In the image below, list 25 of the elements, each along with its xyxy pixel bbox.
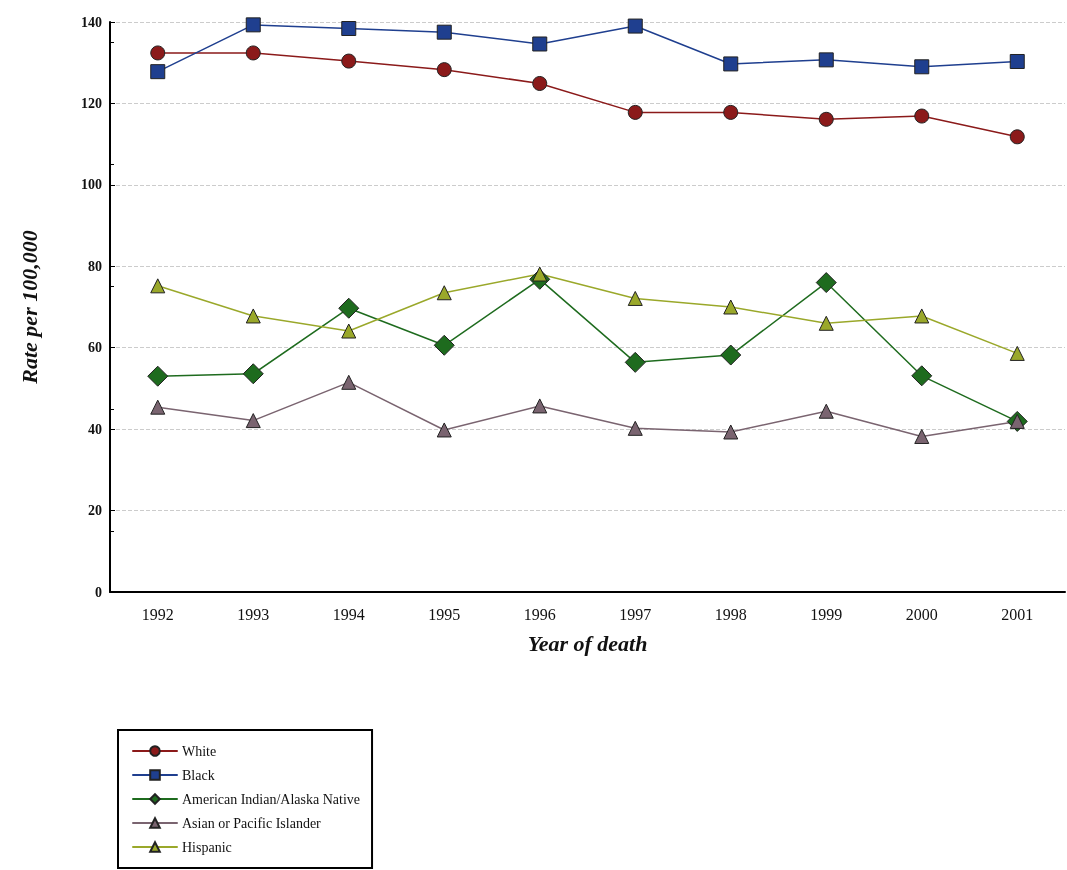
legend-label: American Indian/Alaska Native bbox=[182, 791, 361, 807]
x-tick-label: 1994 bbox=[332, 605, 365, 623]
legend-label: White bbox=[182, 743, 217, 759]
y-tick-label: 20 bbox=[88, 503, 102, 519]
x-tick-label: 2001 bbox=[1001, 605, 1034, 623]
x-tick-label: 1995 bbox=[428, 605, 461, 623]
x-tick-label: 1997 bbox=[619, 605, 652, 623]
x-tick-label: 1992 bbox=[141, 605, 174, 623]
x-tick-label: 1993 bbox=[237, 605, 270, 623]
legend-label: Black bbox=[182, 767, 215, 783]
x-axis-title: Year of death bbox=[527, 630, 648, 656]
legend-label: Asian or Pacific Islander bbox=[182, 815, 322, 831]
x-tick-label: 1999 bbox=[810, 605, 843, 623]
x-tick-label: 1998 bbox=[714, 605, 747, 623]
y-tick-label: 0 bbox=[95, 584, 102, 600]
y-axis-title: Rate per 100,000 bbox=[16, 230, 42, 385]
x-tick-label: 2000 bbox=[905, 605, 938, 623]
y-tick-label: 80 bbox=[88, 258, 102, 274]
y-tick-label: 120 bbox=[81, 95, 102, 111]
y-tick-label: 140 bbox=[81, 14, 102, 30]
y-tick-label: 60 bbox=[88, 340, 102, 356]
y-tick-label: 40 bbox=[88, 421, 102, 437]
legend-label: Hispanic bbox=[182, 839, 232, 855]
y-tick-label: 100 bbox=[81, 177, 102, 193]
x-tick-label: 1996 bbox=[523, 605, 556, 623]
